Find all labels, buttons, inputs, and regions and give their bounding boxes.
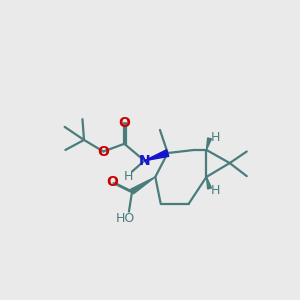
Text: H: H bbox=[211, 131, 220, 144]
Text: H: H bbox=[124, 169, 133, 183]
Polygon shape bbox=[130, 177, 155, 194]
Polygon shape bbox=[206, 177, 211, 189]
Text: H: H bbox=[211, 184, 220, 196]
Polygon shape bbox=[206, 138, 211, 150]
Text: HO: HO bbox=[116, 212, 136, 225]
Text: N: N bbox=[139, 154, 150, 168]
Polygon shape bbox=[145, 150, 169, 161]
Text: O: O bbox=[118, 116, 130, 130]
Text: O: O bbox=[106, 175, 118, 189]
Text: O: O bbox=[98, 145, 109, 158]
